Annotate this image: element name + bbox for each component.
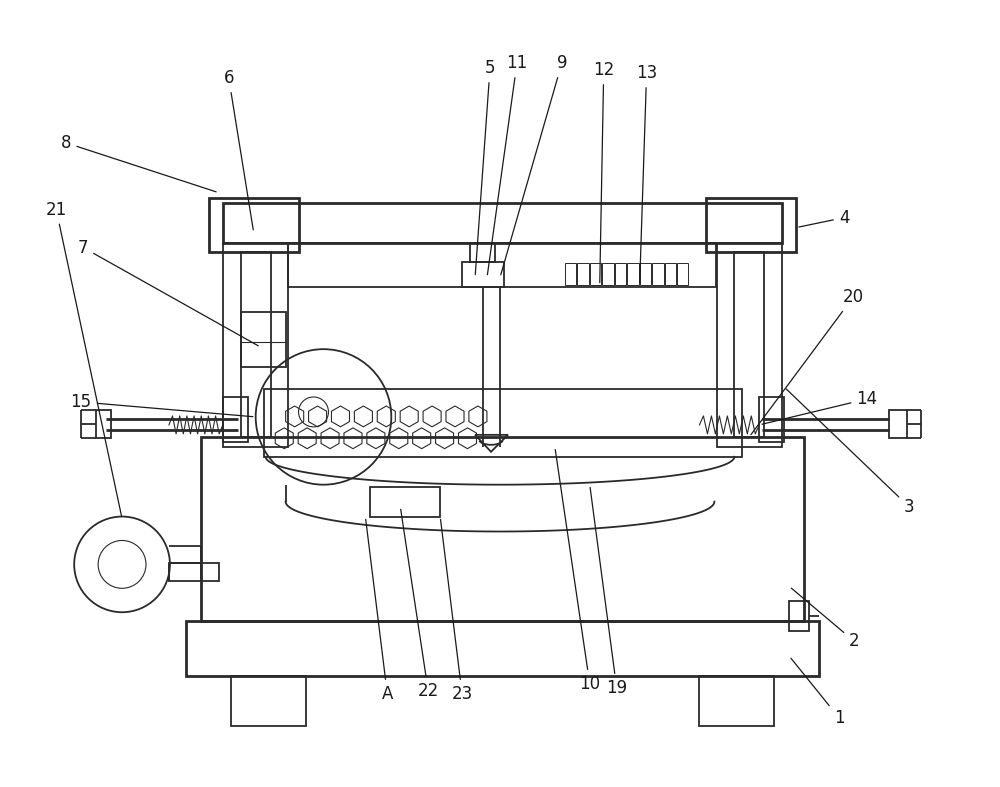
Text: A: A: [366, 519, 393, 703]
Bar: [577, 264, 589, 286]
Text: 13: 13: [636, 64, 657, 283]
Text: 1: 1: [791, 658, 844, 727]
Bar: [370, 486, 440, 516]
Bar: [223, 203, 782, 242]
Bar: [462, 262, 504, 287]
Bar: [565, 264, 576, 286]
Text: 10: 10: [555, 449, 600, 693]
Bar: [759, 397, 784, 442]
Bar: [652, 264, 664, 286]
Bar: [615, 264, 626, 286]
Bar: [889, 410, 907, 438]
Bar: [264, 389, 742, 456]
Bar: [223, 242, 288, 447]
Bar: [241, 312, 286, 367]
Text: 6: 6: [224, 69, 253, 230]
Bar: [706, 198, 796, 253]
Bar: [665, 264, 676, 286]
Bar: [169, 563, 219, 582]
Bar: [288, 242, 716, 287]
Text: 15: 15: [71, 393, 253, 416]
Bar: [241, 253, 271, 437]
Bar: [470, 242, 495, 262]
Text: 8: 8: [61, 134, 216, 192]
Text: 3: 3: [786, 389, 914, 515]
Text: 9: 9: [501, 54, 567, 275]
Bar: [699, 676, 774, 726]
Text: 21: 21: [46, 201, 121, 515]
Text: 19: 19: [590, 487, 627, 697]
Bar: [231, 676, 306, 726]
Bar: [602, 264, 614, 286]
Bar: [627, 264, 639, 286]
Text: 5: 5: [475, 59, 495, 275]
Bar: [734, 253, 764, 437]
Bar: [186, 621, 819, 676]
Bar: [223, 397, 248, 442]
Bar: [640, 264, 651, 286]
Bar: [677, 264, 688, 286]
Bar: [201, 437, 804, 621]
Bar: [717, 242, 782, 447]
Text: 2: 2: [791, 588, 859, 650]
Text: 20: 20: [751, 288, 864, 434]
Text: 23: 23: [441, 519, 473, 703]
Text: 7: 7: [78, 238, 258, 345]
Bar: [96, 410, 111, 438]
Text: 14: 14: [762, 390, 878, 424]
Text: 11: 11: [487, 54, 528, 275]
Text: 4: 4: [799, 209, 849, 227]
Bar: [590, 264, 601, 286]
Bar: [789, 601, 809, 631]
Text: 22: 22: [401, 509, 439, 700]
Bar: [209, 198, 299, 253]
Text: 12: 12: [593, 61, 614, 283]
